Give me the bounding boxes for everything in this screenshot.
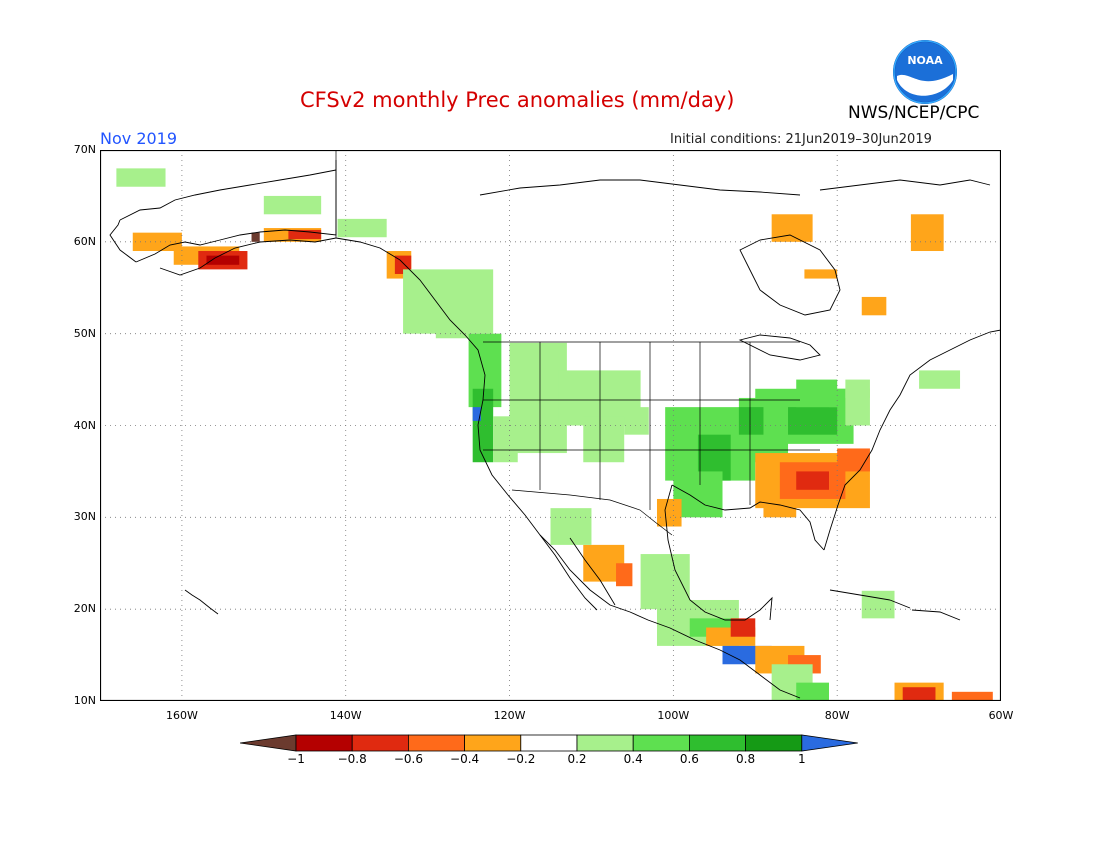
latitude-label: 60N (73, 234, 96, 248)
agency-label: NWS/NCEP/CPC (848, 103, 980, 123)
longitude-label: 120W (493, 709, 526, 722)
noaa-logo: NOAA (893, 40, 957, 104)
longitude-label: 60W (988, 709, 1014, 722)
colorbar (240, 734, 858, 752)
colorbar-tick-label: 0.8 (736, 752, 756, 766)
anomaly-patch (583, 416, 625, 463)
anomaly-patch (206, 255, 240, 265)
figure-title: CFSv2 monthly Prec anomalies (mm/day) (300, 88, 735, 112)
anomaly-patch (132, 232, 182, 252)
colorbar-tick-label: −0.8 (337, 752, 367, 766)
anomaly-patch (861, 590, 895, 619)
latitude-label: 30N (73, 510, 96, 524)
colorbar-tick-label: −0.2 (506, 752, 536, 766)
colorbar-segment (576, 734, 634, 752)
month-label: Nov 2019 (100, 129, 178, 148)
anomaly-patch (116, 168, 166, 187)
anomaly-patch (624, 407, 649, 435)
anomaly-patch (616, 563, 633, 587)
colorbar-tick-label: −1 (287, 752, 305, 766)
colorbar-segment (745, 734, 803, 752)
longitude-label: 100W (657, 709, 690, 722)
colorbar-segment (464, 734, 522, 752)
anomaly-patch (730, 618, 756, 637)
anomaly-patch (804, 269, 838, 279)
map-panel (100, 150, 1001, 701)
latitude-label: 70N (73, 143, 96, 156)
anomaly-patch (337, 218, 387, 238)
anomaly-patch (796, 471, 829, 490)
longitude-label: 140W (329, 709, 362, 722)
colorbar-tick-label: 0.6 (679, 752, 699, 766)
anomaly-patch (796, 682, 829, 701)
anomaly-patch (837, 448, 870, 472)
colorbar-segment (688, 734, 746, 752)
colorbar-tick-label: 1 (797, 752, 806, 766)
anomaly-patch (951, 691, 993, 701)
initial-conditions-label: Initial conditions: 21Jun2019–30Jun2019 (670, 132, 932, 147)
colorbar-segment (351, 734, 409, 752)
colorbar-tick-label: −0.6 (393, 752, 423, 766)
colorbar-segment (520, 734, 578, 752)
latitude-label: 20N (73, 602, 96, 616)
latitude-label: 40N (73, 418, 96, 432)
anomaly-patch (656, 498, 682, 527)
latitude-label: 50N (73, 326, 96, 340)
graticule (100, 150, 1001, 701)
anomaly-patch (919, 370, 961, 389)
anomaly-patch (263, 195, 322, 215)
anomaly-layer (116, 168, 993, 701)
anomaly-patch (472, 407, 481, 421)
political-borders (335, 150, 820, 536)
anomaly-patch (509, 342, 567, 454)
longitude-label: 80W (824, 709, 850, 722)
colorbar-segment (295, 734, 353, 752)
map-frame (100, 150, 1001, 701)
anomaly-patch (771, 214, 813, 242)
colorbar-tick-label: 0.2 (567, 752, 587, 766)
colorbar-tick-label: 0.4 (623, 752, 643, 766)
anomaly-patch (738, 407, 764, 435)
coastlines (109, 160, 1001, 699)
colorbar-lower-arrow (240, 734, 297, 752)
anomaly-patch (788, 407, 838, 435)
longitude-label: 160W (165, 709, 198, 722)
anomaly-patch (251, 232, 260, 242)
anomaly-patch (288, 229, 322, 240)
latitude-label: 10N (73, 694, 96, 707)
logo-text: NOAA (907, 54, 943, 67)
anomaly-patch (910, 214, 944, 252)
anomaly-patch (902, 687, 936, 701)
anomaly-patch (845, 388, 870, 426)
anomaly-patch (861, 296, 887, 316)
colorbar-segment (407, 734, 465, 752)
colorbar-tick-label: −0.4 (450, 752, 480, 766)
colorbar-upper-arrow (801, 734, 858, 752)
colorbar-segment (632, 734, 690, 752)
